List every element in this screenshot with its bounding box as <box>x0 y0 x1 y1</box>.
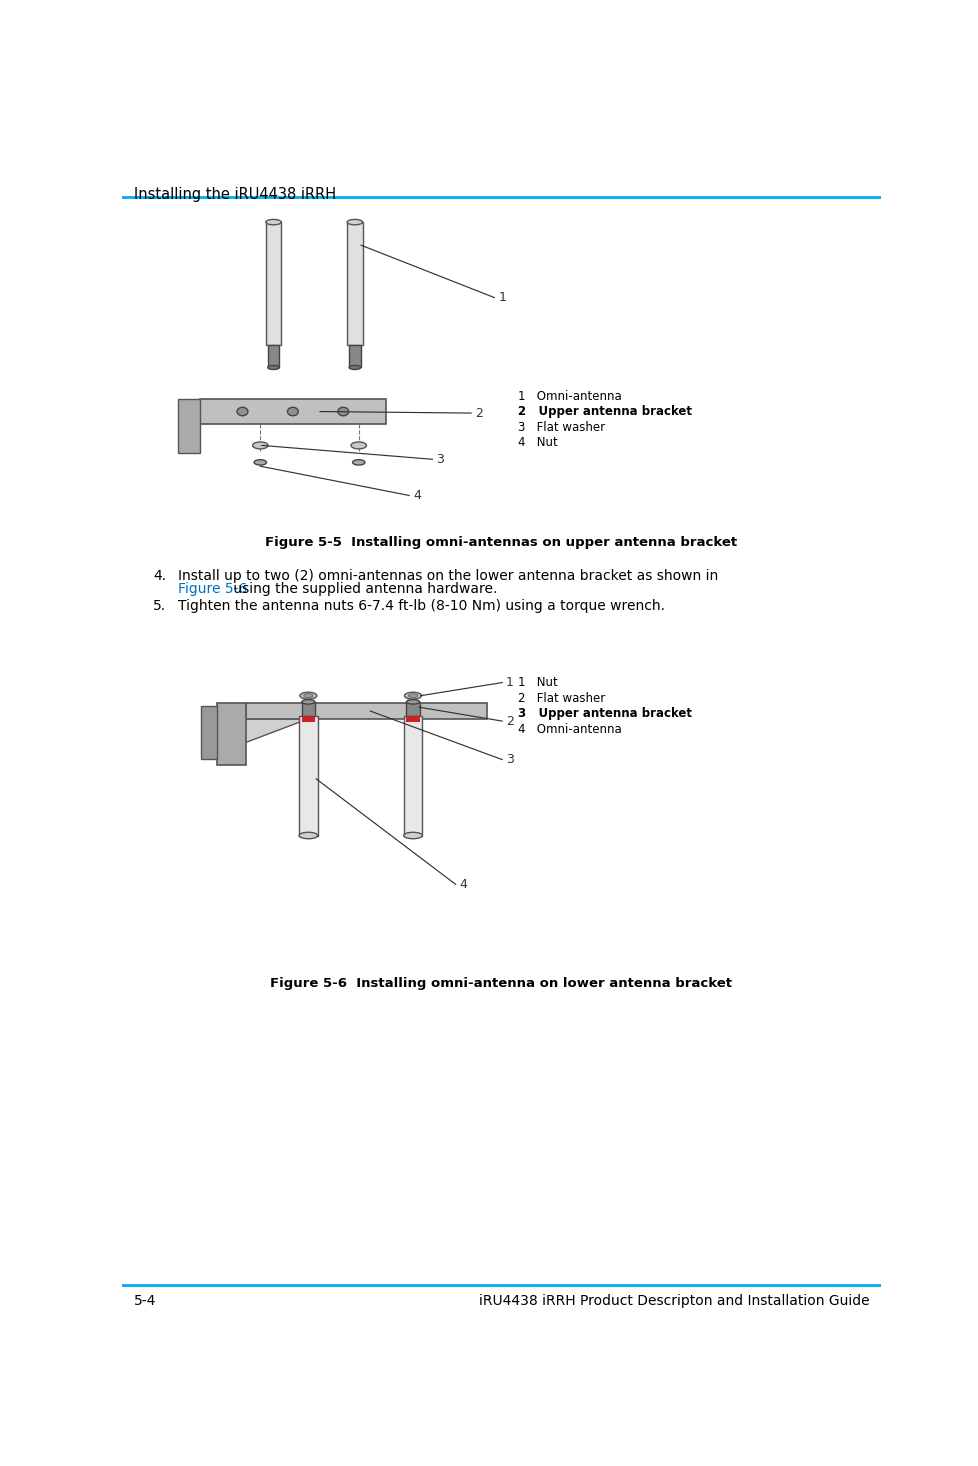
Ellipse shape <box>352 460 365 465</box>
Ellipse shape <box>265 220 281 224</box>
Ellipse shape <box>337 408 348 416</box>
Text: 1: 1 <box>498 292 506 303</box>
Bar <box>347 223 362 346</box>
Text: 1   Omni-antenna: 1 Omni-antenna <box>517 390 621 403</box>
Text: 3   Upper antenna bracket: 3 Upper antenna bracket <box>517 707 690 720</box>
Text: 1   Nut: 1 Nut <box>517 676 556 689</box>
Text: 3: 3 <box>436 453 444 466</box>
Text: 5-4: 5-4 <box>134 1294 156 1308</box>
Text: 1: 1 <box>506 676 513 689</box>
Text: 4: 4 <box>413 490 421 501</box>
Ellipse shape <box>237 408 247 416</box>
Text: Figure 5-6  Installing omni-antenna on lower antenna bracket: Figure 5-6 Installing omni-antenna on lo… <box>270 976 732 990</box>
Bar <box>298 717 317 836</box>
Text: using the supplied antenna hardware.: using the supplied antenna hardware. <box>228 582 497 597</box>
Ellipse shape <box>349 365 360 369</box>
Text: 2: 2 <box>506 714 513 727</box>
Text: 4   Nut: 4 Nut <box>517 437 556 449</box>
Bar <box>246 704 486 718</box>
Bar <box>200 399 385 424</box>
Bar <box>406 702 420 717</box>
Ellipse shape <box>347 220 362 224</box>
Bar <box>265 223 281 346</box>
Polygon shape <box>217 718 308 754</box>
Ellipse shape <box>408 693 418 698</box>
Text: 2   Upper antenna bracket: 2 Upper antenna bracket <box>517 406 690 418</box>
Bar <box>301 717 315 723</box>
Ellipse shape <box>301 699 315 704</box>
Text: 4   Omni-antenna: 4 Omni-antenna <box>517 723 621 736</box>
Ellipse shape <box>254 460 266 465</box>
Ellipse shape <box>252 441 268 449</box>
Bar <box>178 399 200 453</box>
Text: 2   Flat washer: 2 Flat washer <box>517 692 604 705</box>
Ellipse shape <box>406 699 420 704</box>
Bar <box>349 346 360 368</box>
Ellipse shape <box>298 833 317 839</box>
Bar <box>217 704 246 765</box>
Ellipse shape <box>288 408 298 416</box>
Text: Install up to two (2) omni-antennas on the lower antenna bracket as shown in: Install up to two (2) omni-antennas on t… <box>178 569 718 582</box>
Ellipse shape <box>403 833 422 839</box>
Bar <box>403 717 422 836</box>
Text: Tighten the antenna nuts 6-7.4 ft-lb (8-10 Nm) using a torque wrench.: Tighten the antenna nuts 6-7.4 ft-lb (8-… <box>178 600 664 613</box>
Text: 3   Flat washer: 3 Flat washer <box>517 421 604 434</box>
Bar <box>406 717 420 723</box>
Text: Figure 5-5  Installing omni-antennas on upper antenna bracket: Figure 5-5 Installing omni-antennas on u… <box>265 535 736 548</box>
Text: Figure 5-6: Figure 5-6 <box>178 582 247 597</box>
Text: 4: 4 <box>459 878 467 891</box>
Text: 2: 2 <box>474 406 482 419</box>
Ellipse shape <box>299 692 317 699</box>
Text: Installing the iRU4438 iRRH: Installing the iRU4438 iRRH <box>134 186 335 202</box>
Ellipse shape <box>267 365 279 369</box>
Ellipse shape <box>404 692 422 699</box>
Text: 4.: 4. <box>154 569 166 582</box>
Ellipse shape <box>303 693 313 698</box>
Text: iRU4438 iRRH Product Descripton and Installation Guide: iRU4438 iRRH Product Descripton and Inst… <box>478 1294 868 1308</box>
Text: 5.: 5. <box>154 600 166 613</box>
Ellipse shape <box>351 441 366 449</box>
Bar <box>267 346 279 368</box>
Bar <box>301 702 315 717</box>
Bar <box>201 707 217 759</box>
Text: 3: 3 <box>506 754 513 767</box>
